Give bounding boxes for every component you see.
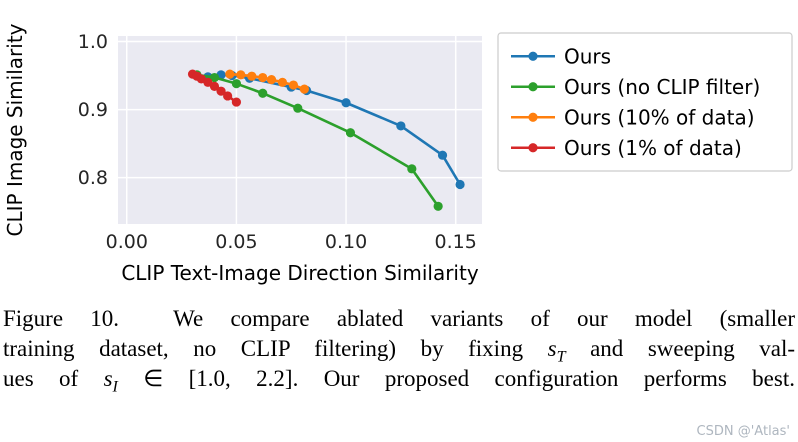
data-point-ours-10-of-data [236,70,246,80]
caption-text: Figure 10. We compare ablated variants o… [3,306,795,331]
x-tick-label: 0.00 [106,231,148,253]
data-point-ours-10-of-data [299,84,309,94]
data-point-ours-10-of-data [277,77,288,87]
data-point-ours-no-clip-filter [407,164,417,174]
data-point-ours [341,98,351,108]
caption-text: ues of [3,366,104,391]
data-point-ours-no-clip-filter [231,79,242,89]
data-point-ours [455,179,465,190]
legend-label-ours-10-of-data: Ours (10% of data) [564,105,755,129]
watermark: CSDN @'Atlas' [696,424,790,439]
y-tick-label: 0.8 [78,167,108,189]
y-tick-label: 1.0 [78,31,108,53]
figure-caption: Figure 10. We compare ablated variants o… [0,290,798,396]
data-point-ours-1-of-data [231,97,242,107]
x-axis-label: CLIP Text-Image Direction Similarity [121,261,479,285]
caption-text: training dataset, no CLIP filtering) by … [3,336,548,361]
data-point-ours-no-clip-filter [345,128,356,138]
chart-svg: 0.00 0.05 0.10 0.15 0.8 0.9 1.0 CLIP Text-Image… [3,23,793,285]
data-point-ours [396,121,406,131]
data-point-ours-1-of-data [209,81,220,92]
x-tick-label: 0.10 [325,231,367,253]
data-point-ours-no-clip-filter [433,201,443,211]
data-point-ours-no-clip-filter [293,103,303,113]
data-point-ours-10-of-data [247,71,257,81]
data-point-ours-10-of-data [288,80,299,90]
data-point-ours-1-of-data [203,77,213,87]
data-point-ours-no-clip-filter [258,88,268,98]
x-tick-label: 0.15 [435,231,477,253]
data-point-ours-1-of-data [223,91,233,101]
legend-marker-ours [528,51,538,61]
data-point-ours-1-of-data [216,86,226,96]
legend-marker-ours-10-of-data [528,112,538,122]
plot-area [118,36,482,224]
caption-line: training dataset, no CLIP filtering) by … [3,334,795,366]
y-tick-label: 0.9 [78,99,108,121]
data-point-ours [437,150,448,160]
caption-text: and sweeping val- [565,336,795,361]
caption-line: ues of sI ∈ [1.0, 2.2]. Our proposed con… [3,364,795,396]
legend-label-ours-1-of-data: Ours (1% of data) [564,136,742,160]
data-point-ours-10-of-data [266,74,277,85]
caption-line: Figure 10. We compare ablated variants o… [3,304,795,334]
y-axis-label: CLIP Image Similarity [3,23,27,236]
data-point-ours-no-clip-filter [209,72,220,83]
caption-text: ∈ [1.0, 2.2]. Our proposed configuration… [117,366,795,391]
legend-marker-ours-no-clip-filter [528,82,538,92]
legend-marker-ours-1-of-data [528,143,538,153]
math-var-sT: sT [547,336,566,366]
legend-box [497,32,793,172]
data-point-ours-10-of-data [258,72,268,83]
x-tick-label: 0.05 [215,231,257,253]
figure-10-panel: 0.00 0.05 0.10 0.15 0.8 0.9 1.0 CLIP Text-Image… [3,23,793,285]
data-point-ours-10-of-data [225,69,235,79]
legend-label-ours: Ours [564,44,611,68]
legend-label-ours-no-clip-filter: Ours (no CLIP filter) [564,75,760,99]
math-var-sI: sI [103,366,118,396]
